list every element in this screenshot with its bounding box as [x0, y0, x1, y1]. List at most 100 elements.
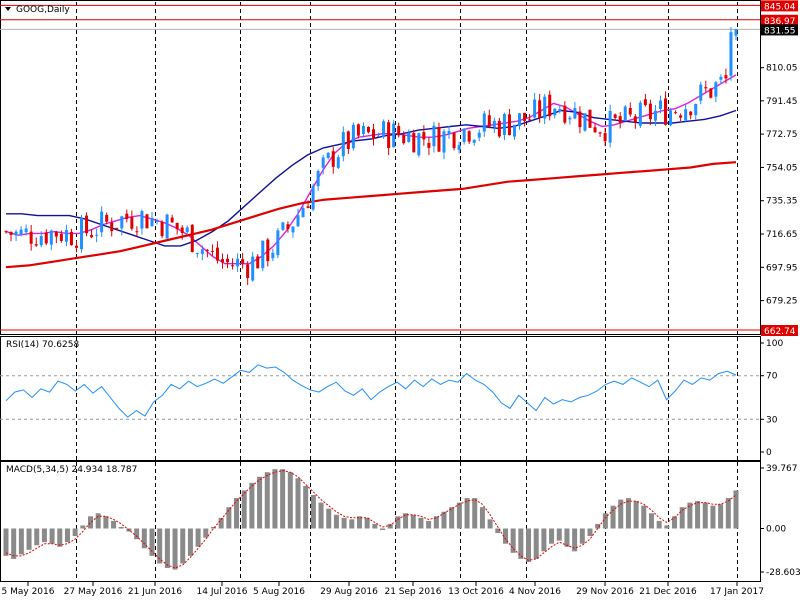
macd-bar [395, 516, 401, 529]
candle-up [271, 252, 275, 259]
candle-down [59, 233, 63, 241]
candle-up [684, 109, 688, 121]
candle-down [603, 133, 607, 142]
candle-down [548, 94, 552, 117]
macd-bar [295, 478, 301, 529]
rsi-tick-label: 0 [766, 448, 772, 458]
candle-down [256, 256, 260, 269]
macd-bar [303, 485, 309, 529]
main-panel-frame [0, 0, 761, 335]
candle-down [633, 116, 637, 123]
macd-bar [664, 525, 670, 529]
macd-bar [479, 507, 485, 529]
candle-down [34, 244, 38, 246]
candle-down [286, 224, 290, 230]
candle-up [583, 113, 587, 131]
macd-bar [318, 502, 324, 529]
macd-bar [403, 513, 409, 529]
date-tick-label: 17 Jan 2017 [710, 587, 764, 597]
macd-bar [380, 528, 386, 531]
date-tick-label: 5 Aug 2016 [253, 587, 305, 597]
macd-bar [656, 520, 662, 529]
candle-up [623, 106, 627, 121]
candle-up [472, 139, 476, 143]
macd-bar [433, 516, 439, 529]
candle-up [165, 214, 169, 239]
rsi-title: RSI(14) 70.6258 [6, 340, 79, 350]
macd-bar [49, 528, 55, 544]
candle-up [19, 229, 23, 235]
price-tick-label: 716.65 [766, 230, 798, 240]
macd-bar [602, 513, 608, 529]
macd-signal-line [5, 470, 737, 569]
candle-down [29, 231, 33, 244]
date-axis: 5 May 2016 27 May 2016 21 Jun 2016 14 Jul 2… [2, 582, 764, 597]
candle-up [477, 132, 481, 138]
current-price-tag [761, 24, 798, 36]
date-tick-label: 5 May 2016 [2, 587, 55, 597]
chart-title: GOOG,Daily [16, 5, 70, 15]
candle-up [321, 157, 325, 168]
rsi-tick-label: 100 [766, 339, 783, 349]
price-tick-label: 810.05 [766, 64, 798, 74]
candle-up [80, 218, 84, 250]
candle-up [351, 124, 355, 149]
macd-bar [595, 523, 601, 529]
candle-down [593, 127, 597, 133]
macd-bar [633, 501, 639, 529]
candle-up [336, 157, 340, 168]
candle-up [281, 222, 285, 230]
candle-up [296, 215, 300, 227]
macd-bar [625, 498, 631, 529]
candle-up [462, 128, 466, 143]
candle-down [528, 119, 532, 121]
candle-down [4, 231, 8, 233]
candle-up [734, 29, 738, 36]
macd-tick-label: -28.603 [766, 568, 800, 578]
candle-down [90, 235, 94, 238]
macd-bar [510, 528, 516, 553]
candle-down [709, 88, 713, 98]
candle-down [331, 151, 335, 167]
candle-up [543, 96, 547, 119]
candle-up [341, 132, 345, 157]
macd-bar [679, 507, 685, 529]
candle-down [412, 132, 416, 153]
price-level-label: 662.74 [764, 327, 796, 337]
macd-bar [472, 498, 478, 529]
candle-down [387, 122, 391, 149]
candle-down [618, 116, 622, 123]
macd-axis: 39.767 0.00 -28.603 [760, 464, 800, 578]
macd-bar [387, 523, 393, 529]
macd-tick-label: 0.00 [766, 524, 786, 534]
macd-bar [579, 528, 585, 544]
candle-down [74, 245, 78, 248]
macd-bar [372, 523, 378, 529]
candle-up [719, 76, 723, 80]
macd-bar [648, 513, 654, 529]
macd-bar [641, 505, 647, 529]
macd-bar [264, 472, 270, 529]
macd-bar [187, 528, 193, 556]
macd-panel: MACD(5,34,5) 24.934 18.787 [0, 461, 761, 582]
candle-down [306, 206, 310, 209]
dropdown-triangle-icon[interactable] [5, 7, 11, 11]
macd-bar [341, 517, 347, 529]
candle-down [372, 129, 376, 139]
candle-up [482, 113, 486, 132]
price-tick-label: 791.45 [766, 97, 798, 107]
rsi-panel: RSI(14) 70.6258 [0, 336, 761, 461]
candle-up [382, 121, 386, 138]
price-axis: 810.05 791.45 772.75 754.05 735.35 716.65 697.… [760, 0, 798, 337]
candle-down [9, 231, 13, 235]
candle-down [266, 239, 270, 262]
macd-bar [456, 502, 462, 529]
macd-bar [356, 516, 362, 529]
candle-up [377, 135, 381, 137]
candle-up [120, 216, 124, 229]
macd-bar [541, 528, 547, 552]
candle-up [276, 230, 280, 256]
candle-up [457, 145, 461, 150]
macd-bar [11, 528, 17, 559]
